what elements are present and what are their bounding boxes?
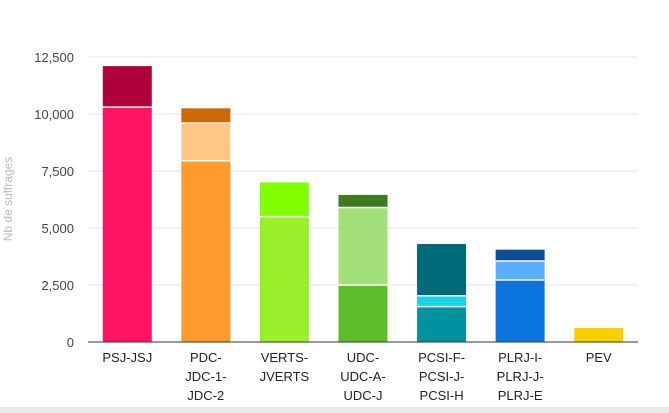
y-axis-label: Nb de suffrages [1,157,15,242]
y-axis-ticks: 0 2,500 5,000 7,500 10,000 12,500 [34,50,74,350]
y-tick-label: 7,500 [41,164,74,179]
y-tick-label: 0 [67,335,74,350]
bar-segment [417,306,467,342]
bar-segment [181,160,231,342]
bar-segment [181,123,231,161]
bar-segment [495,279,545,342]
x-category-label: JVERTS [260,369,310,384]
x-category-label: VERTS- [261,350,308,365]
x-category-label: UDC- [347,350,380,365]
bar-segment [102,107,152,342]
bar-segment [338,285,388,342]
x-category-label: PLRJ-J- [497,369,544,384]
x-category-label: PLRJ-E [498,388,543,403]
bar-segment [259,182,309,217]
bar-segment [417,295,467,307]
bar-segment [495,249,545,262]
bar-segment [181,108,231,124]
y-tick-label: 12,500 [34,50,74,65]
x-category-label: PDC- [190,350,222,365]
bar-segment [102,66,152,108]
bar-segment [259,216,309,342]
bar-segment [338,194,388,208]
x-category-label: PCSI-H [420,388,464,403]
bottom-strip [0,407,669,413]
y-tick-label: 2,500 [41,278,74,293]
y-tick-label: 10,000 [34,107,74,122]
x-category-label: PEV [586,350,612,365]
bar-segment [417,243,467,296]
x-category-label: PLRJ-I- [498,350,542,365]
x-category-label: UDC-J [344,388,383,403]
bars [102,66,624,342]
x-category-label: PCSI-F- [418,350,465,365]
y-tick-label: 5,000 [41,221,74,236]
x-axis-labels: PSJ-JSJ PDC- JDC-1- JDC-2 VERTS- JVERTS UDC- UD… [102,350,612,403]
x-category-label: PSJ-JSJ [102,350,152,365]
x-category-label: JDC-2 [187,388,224,403]
x-category-label: PCSI-J- [419,369,465,384]
gridlines [88,56,638,286]
x-category-label: UDC-A- [340,369,386,384]
bar-segment [338,207,388,285]
x-category-label: JDC-1- [185,369,226,384]
bar-segment [495,261,545,280]
bar-segment [574,327,624,342]
